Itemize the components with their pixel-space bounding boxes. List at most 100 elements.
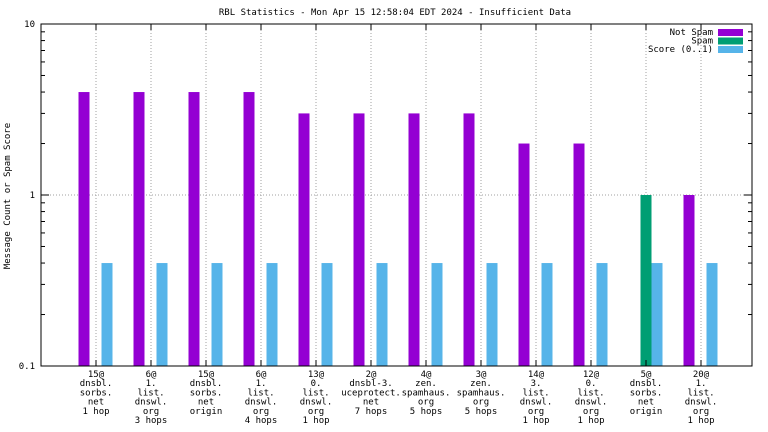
y-tick-label: 1 [30, 191, 35, 201]
x-tick-label: 15@ dnsbl. sorbs. net 1 hop [80, 370, 113, 417]
bar [596, 263, 608, 366]
x-tick-label-line: sorbs. [80, 388, 113, 398]
x-tick-label: 20@ 1. list. dnswl. org 1 hop [685, 370, 718, 426]
x-tick-label-line: 3@ [476, 370, 487, 380]
x-tick-label-line: 14@ [528, 370, 545, 380]
bar [156, 263, 168, 366]
x-tick-label-line: 0. [311, 379, 322, 389]
x-tick-label-line: 13@ [308, 370, 325, 380]
x-tick-label-line: list. [137, 388, 164, 398]
x-tick-label-line: 4 hops [245, 416, 278, 426]
x-tick-label-line: net [88, 398, 104, 408]
x-tick-label-line: spamhaus. [402, 388, 451, 398]
x-tick-label-line: origin [190, 407, 223, 417]
x-tick-label-line: 5@ [641, 370, 652, 380]
y-tick-label: 0.1 [19, 362, 35, 372]
legend-swatch [718, 46, 743, 53]
x-tick-label: 13@ 0. list. dnswl. org 1 hop [300, 370, 333, 426]
x-tick-label-line: list. [577, 388, 604, 398]
x-tick-label-line: dnswl. [520, 398, 553, 408]
x-tick-label-line: dnswl. [300, 398, 333, 408]
x-tick-label-line: dnsbl. [630, 379, 663, 389]
x-tick-label-line: dnswl. [685, 398, 718, 408]
x-tick-label-line: 15@ [198, 370, 215, 380]
chart-title: RBL Statistics - Mon Apr 15 12:58:04 EDT… [219, 8, 571, 18]
bar [408, 113, 420, 366]
bar [573, 143, 585, 366]
bar [376, 263, 388, 366]
x-tick-label-line: org [528, 407, 544, 417]
x-tick-label-line: 1. [256, 379, 267, 389]
y-axis-ticks: 0.1 1 10 [19, 20, 752, 372]
x-tick-label-line: 1 hop [687, 416, 714, 426]
x-tick-label-line: dnswl. [245, 398, 278, 408]
bar [298, 113, 310, 366]
x-tick-label-line: list. [522, 388, 549, 398]
x-tick-label: 15@ dnsbl. sorbs. net origin [190, 370, 223, 417]
x-tick-label-line: org [143, 407, 159, 417]
x-tick-label-line: 4@ [421, 370, 432, 380]
y-axis-label: Message Count or Spam Score [3, 123, 13, 269]
legend-label: Score (0..1) [648, 45, 713, 55]
x-tick-label: 6@ 1. list. dnswl. org 4 hops [245, 370, 278, 426]
grid-lines [41, 24, 752, 366]
x-tick-label-line: 1 hop [302, 416, 329, 426]
bar [266, 263, 278, 366]
x-tick-label-line: org [418, 398, 434, 408]
x-tick-label: 5@ dnsbl. sorbs. net origin [630, 370, 663, 417]
x-tick-label-line: spamhaus. [457, 388, 506, 398]
x-tick-label-line: org [308, 407, 324, 417]
x-tick-label-line: 1 hop [522, 416, 549, 426]
y-tick-label: 10 [24, 20, 35, 30]
bar [651, 263, 663, 366]
bar [486, 263, 498, 366]
x-tick-label-line: net [363, 398, 379, 408]
bar [431, 263, 443, 366]
x-tick-label-line: 3. [531, 379, 542, 389]
x-tick-label-line: net [638, 398, 654, 408]
x-tick-label-line: dnswl. [135, 398, 168, 408]
bars [78, 92, 718, 367]
x-tick-label: 6@ 1. list. dnswl. org 3 hops [135, 370, 168, 426]
x-tick-label-line: org [693, 407, 709, 417]
x-tick-label-line: sorbs. [190, 388, 223, 398]
legend-swatch [718, 37, 743, 45]
bar [188, 92, 200, 367]
x-tick-label-line: 2@ [366, 370, 377, 380]
x-tick-label-line: 5 hops [410, 407, 443, 417]
bar [353, 113, 365, 366]
x-tick-label-line: 0. [586, 379, 597, 389]
bar [133, 92, 145, 367]
x-tick-label: 12@ 0. list. dnswl. org 1 hop [575, 370, 608, 426]
x-tick-label-line: org [583, 407, 599, 417]
x-tick-label-line: 6@ [146, 370, 157, 380]
x-tick-label-line: 15@ [88, 370, 105, 380]
x-tick-label: 2@ dnsbl-3. uceprotect. net 7 hops [341, 370, 401, 417]
legend-swatch [718, 29, 743, 36]
x-tick-label-line: dnsbl. [80, 379, 113, 389]
x-tick-label-line: 20@ [693, 370, 710, 380]
bar [463, 113, 475, 366]
x-tick-label-line: list. [247, 388, 274, 398]
legend-label: Not Spam [670, 28, 713, 38]
x-tick-label-line: zen. [470, 379, 492, 389]
x-tick-label-line: 1 hop [82, 407, 109, 417]
x-tick-label-line: 7 hops [355, 407, 388, 417]
bar [640, 195, 652, 366]
bar [541, 263, 553, 366]
bar [321, 263, 333, 366]
bar [101, 263, 113, 366]
x-tick-label: 4@ zen. spamhaus. org 5 hops [402, 370, 451, 417]
x-tick-label-line: dnsbl. [190, 379, 223, 389]
bar [211, 263, 223, 366]
x-tick-label-line: 6@ [256, 370, 267, 380]
x-tick-label-line: 12@ [583, 370, 600, 380]
bar [78, 92, 90, 367]
x-tick-label: 14@ 3. list. dnswl. org 1 hop [520, 370, 553, 426]
x-tick-label-line: 1. [696, 379, 707, 389]
bar [243, 92, 255, 367]
x-tick-label-line: list. [687, 388, 714, 398]
